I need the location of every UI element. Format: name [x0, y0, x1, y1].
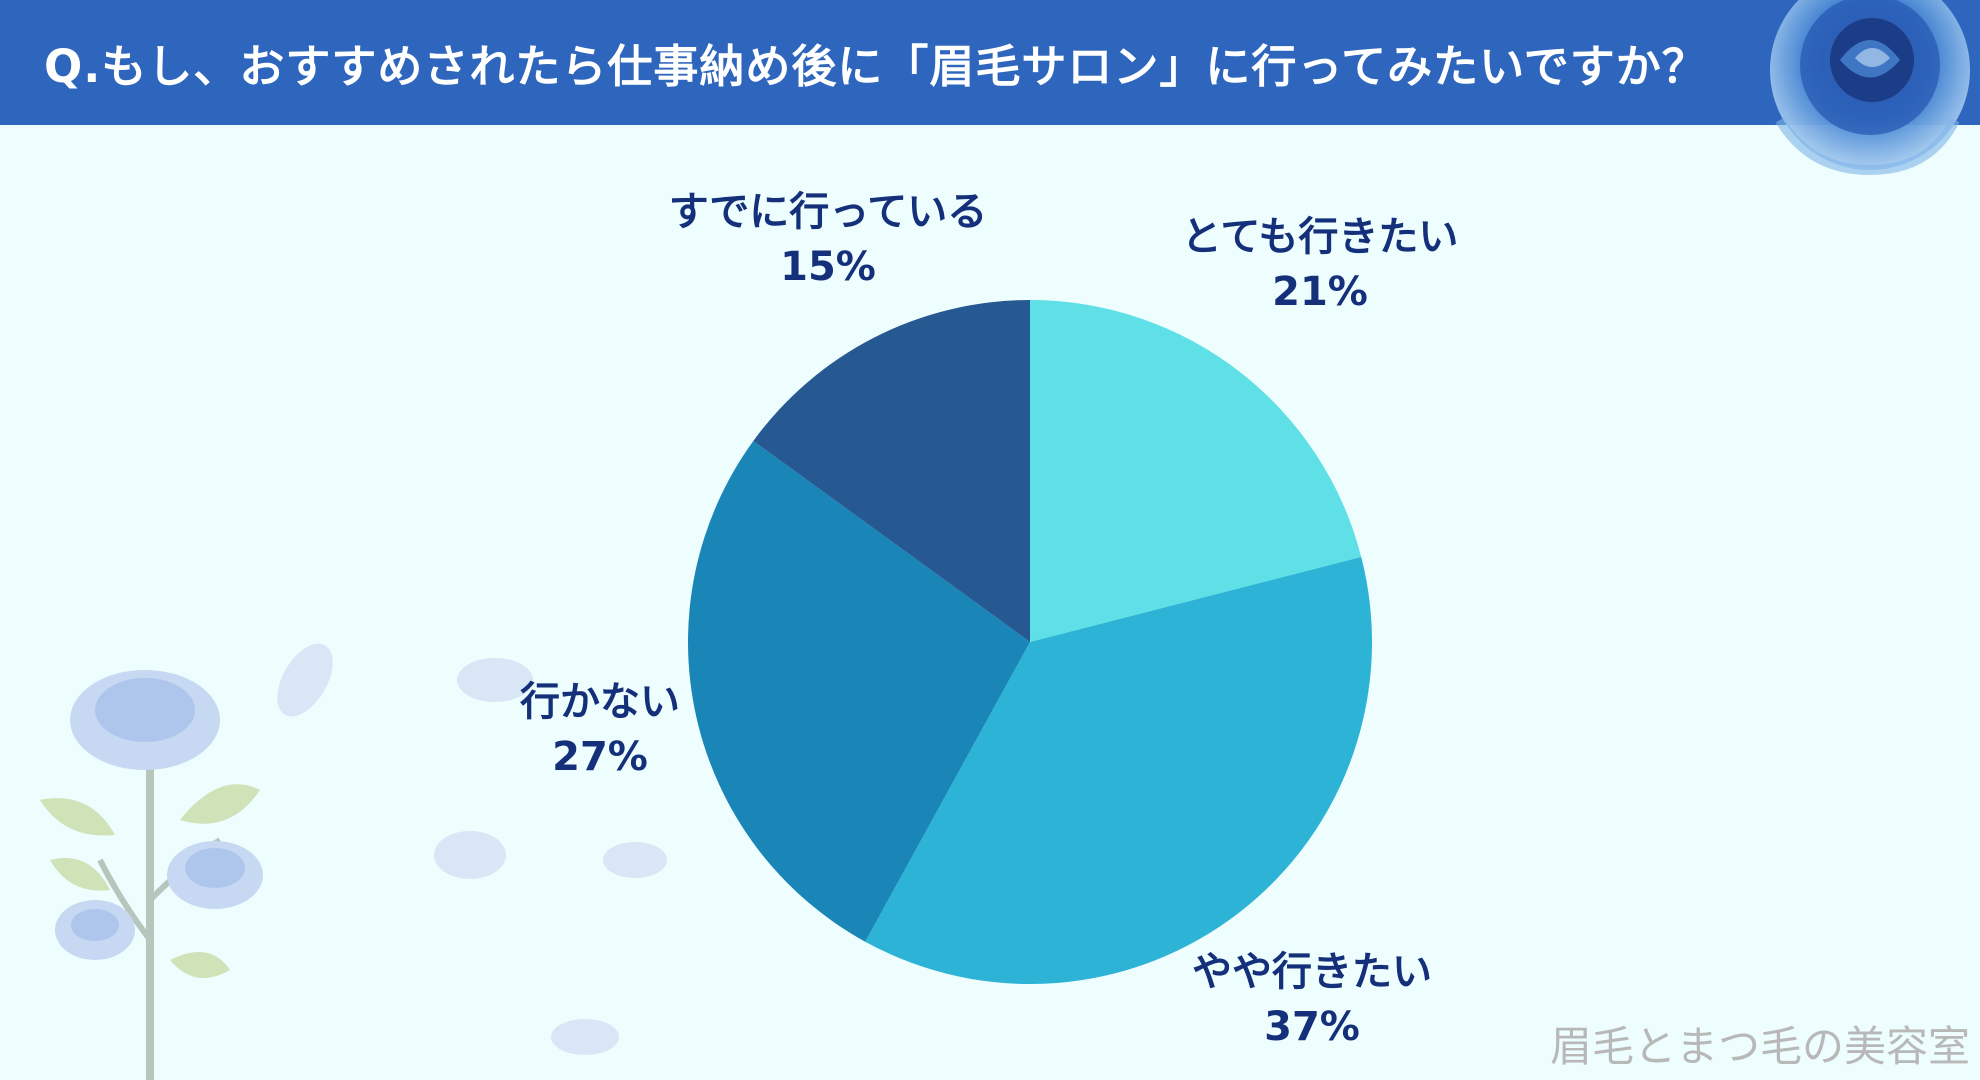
pie-slice-3 — [687, 440, 1030, 942]
slice-label-name: とても行きたい — [1181, 214, 1459, 260]
slice-label-percent: 27% — [552, 734, 648, 780]
pie-slice-1 — [1030, 300, 1362, 642]
slice-label-percent: 15% — [780, 244, 876, 290]
slice-label-percent: 21% — [1272, 269, 1368, 315]
slice-label-4: すでに行っている 15% — [669, 185, 987, 295]
rose-stem-decoration-icon — [40, 670, 263, 1080]
slice-label-3: 行かない 27% — [520, 675, 680, 785]
header-bar: Q.もし、おすすめされたら仕事納め後に「眉毛サロン」に行ってみたいですか？ — [0, 0, 1980, 125]
pie-slice-2 — [865, 556, 1373, 985]
slice-label-name: やや行きたい — [1192, 949, 1432, 995]
rose-decoration-icon — [1770, 0, 1970, 176]
slice-label-2: やや行きたい 37% — [1192, 945, 1432, 1055]
pie-slice-4 — [753, 300, 1030, 642]
slice-label-1: とても行きたい 21% — [1182, 210, 1459, 320]
page-title: Q.もし、おすすめされたら仕事納め後に「眉毛サロン」に行ってみたいですか？ — [44, 40, 1708, 93]
slice-label-name: 行かない — [520, 679, 680, 725]
watermark: 眉毛とまつ毛の美容室 — [1549, 1022, 1970, 1071]
slice-label-name: すでに行っている — [668, 189, 988, 235]
slice-label-percent: 37% — [1264, 1004, 1360, 1050]
